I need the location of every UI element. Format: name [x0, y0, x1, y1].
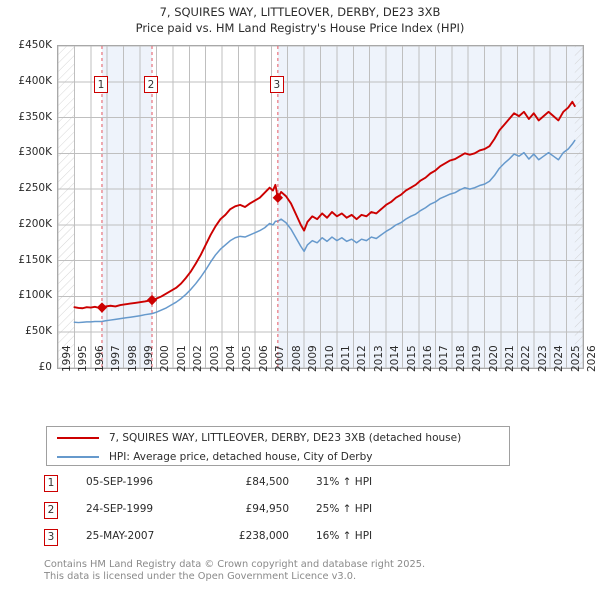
x-axis-tick-label: 2011: [339, 345, 352, 372]
y-axis-tick-label: £0: [38, 361, 52, 373]
plot-canvas: [58, 46, 583, 368]
row-hpi-delta: 25% ↑ HPI: [316, 503, 373, 515]
table-row[interactable]: 3 25-MAY-2007 £238,000 16% ↑ HPI: [44, 527, 484, 554]
y-axis-tick-label: £150K: [18, 253, 52, 266]
row-price: £238,000: [238, 530, 289, 542]
page-title: 7, SQUIRES WAY, LITTLEOVER, DERBY, DE23 …: [0, 4, 600, 36]
x-axis-tick-label: 2017: [438, 345, 451, 372]
legend-color-swatch: [57, 455, 99, 458]
y-axis-tick-label: £350K: [18, 110, 52, 123]
marker-badge-3[interactable]: 3: [269, 76, 284, 93]
marker-badge-1[interactable]: 1: [93, 76, 108, 93]
legend-item-2[interactable]: HPI: Average price, detached house, City…: [47, 447, 509, 466]
transactions-table: 1 05-SEP-1996 £84,500 31% ↑ HPI 2 24-SEP-1999…: [44, 473, 484, 554]
x-axis-tick-label: 2021: [503, 345, 516, 372]
x-axis-tick-label: 2020: [487, 345, 500, 372]
row-price: £84,500: [245, 476, 289, 488]
y-axis-tick-label: £300K: [18, 146, 52, 159]
row-badge[interactable]: 1: [44, 475, 58, 492]
chart-legend: 7, SQUIRES WAY, LITTLEOVER, DERBY, DE23 …: [46, 426, 510, 466]
x-axis-tick-label: 2004: [225, 345, 238, 372]
row-date: 25-MAY-2007: [86, 530, 155, 542]
out-of-range-band-left: [58, 46, 75, 368]
x-axis-tick-label: 2006: [257, 345, 270, 372]
legend-color-swatch: [57, 436, 99, 439]
row-price: £94,950: [245, 503, 289, 515]
transaction-point-3: [272, 192, 284, 203]
x-axis-tick-label: 1996: [93, 345, 106, 372]
x-axis-tick-label: 1998: [126, 345, 139, 372]
x-axis-tick-label: 2018: [454, 345, 467, 372]
x-axis-tick-label: 2013: [372, 345, 385, 372]
row-date: 05-SEP-1996: [86, 476, 154, 488]
legend-label: 7, SQUIRES WAY, LITTLEOVER, DERBY, DE23 …: [109, 431, 462, 444]
marker-badge-2[interactable]: 2: [144, 76, 158, 93]
x-axis-tick-label: 2007: [274, 345, 287, 372]
series-line-2: [73, 139, 576, 324]
x-axis-tick-label: 2009: [307, 345, 320, 372]
x-axis-tick-label: 2024: [553, 345, 566, 372]
out-of-range-band-right: [574, 46, 583, 368]
footer-line-1: Contains HM Land Registry data © Crown c…: [44, 559, 426, 570]
x-axis-tick-label: 1995: [77, 345, 90, 372]
x-axis-tick-label: 2002: [192, 345, 205, 372]
y-axis-tick-label: £200K: [18, 217, 52, 230]
x-axis-tick-label: 2015: [405, 345, 418, 372]
y-axis-tick-label: £250K: [18, 182, 52, 195]
row-hpi-delta: 16% ↑ HPI: [316, 530, 373, 542]
plot-area: [57, 45, 584, 369]
x-axis-tick-label: 2023: [536, 345, 549, 372]
x-axis-tick-label: 2016: [421, 345, 434, 372]
x-axis-tick-label: 2008: [290, 345, 303, 372]
transaction-point-1: [96, 302, 108, 313]
transaction-point-2: [146, 294, 158, 306]
highlight-band-2: [277, 46, 583, 368]
x-axis-tick-label: 1997: [110, 345, 123, 372]
legend-item-1[interactable]: 7, SQUIRES WAY, LITTLEOVER, DERBY, DE23 …: [47, 428, 509, 447]
x-axis-tick-label: 2001: [175, 345, 188, 372]
x-axis-tick-label: 2019: [471, 345, 484, 372]
y-axis-tick-label: £100K: [18, 289, 52, 302]
y-axis-tick-label: £450K: [18, 39, 52, 51]
x-axis-tick-label: 2012: [356, 345, 369, 372]
footer-attribution: Contains HM Land Registry data © Crown c…: [44, 559, 584, 583]
x-axis-tick-label: 2000: [159, 345, 172, 372]
row-date: 24-SEP-1999: [86, 503, 154, 515]
legend-label: HPI: Average price, detached house, City…: [109, 450, 373, 463]
x-axis-tick-label: 2010: [323, 345, 336, 372]
footer-line-2: This data is licensed under the Open Gov…: [44, 571, 357, 582]
table-row[interactable]: 2 24-SEP-1999 £94,950 25% ↑ HPI: [44, 500, 484, 527]
row-badge[interactable]: 2: [44, 502, 58, 519]
row-hpi-delta: 31% ↑ HPI: [316, 476, 373, 488]
title-line-1: 7, SQUIRES WAY, LITTLEOVER, DERBY, DE23 …: [159, 5, 441, 19]
table-row[interactable]: 1 05-SEP-1996 £84,500 31% ↑ HPI: [44, 473, 484, 500]
row-badge[interactable]: 3: [44, 529, 58, 546]
x-axis-tick-label: 1999: [143, 345, 156, 372]
y-axis-tick-label: £400K: [18, 74, 52, 87]
x-axis-tick-label: 2005: [241, 345, 254, 372]
x-axis-tick-label: 1994: [61, 345, 73, 372]
x-axis-tick-label: 2026: [586, 345, 598, 372]
x-axis-tick-label: 2014: [389, 345, 402, 372]
title-line-2: Price paid vs. HM Land Registry's House …: [135, 21, 465, 35]
x-axis-tick-label: 2022: [520, 345, 533, 372]
x-axis-tick-label: 2003: [208, 345, 221, 372]
y-axis-tick-label: £50K: [25, 325, 52, 338]
x-axis-tick-label: 2025: [569, 345, 582, 372]
